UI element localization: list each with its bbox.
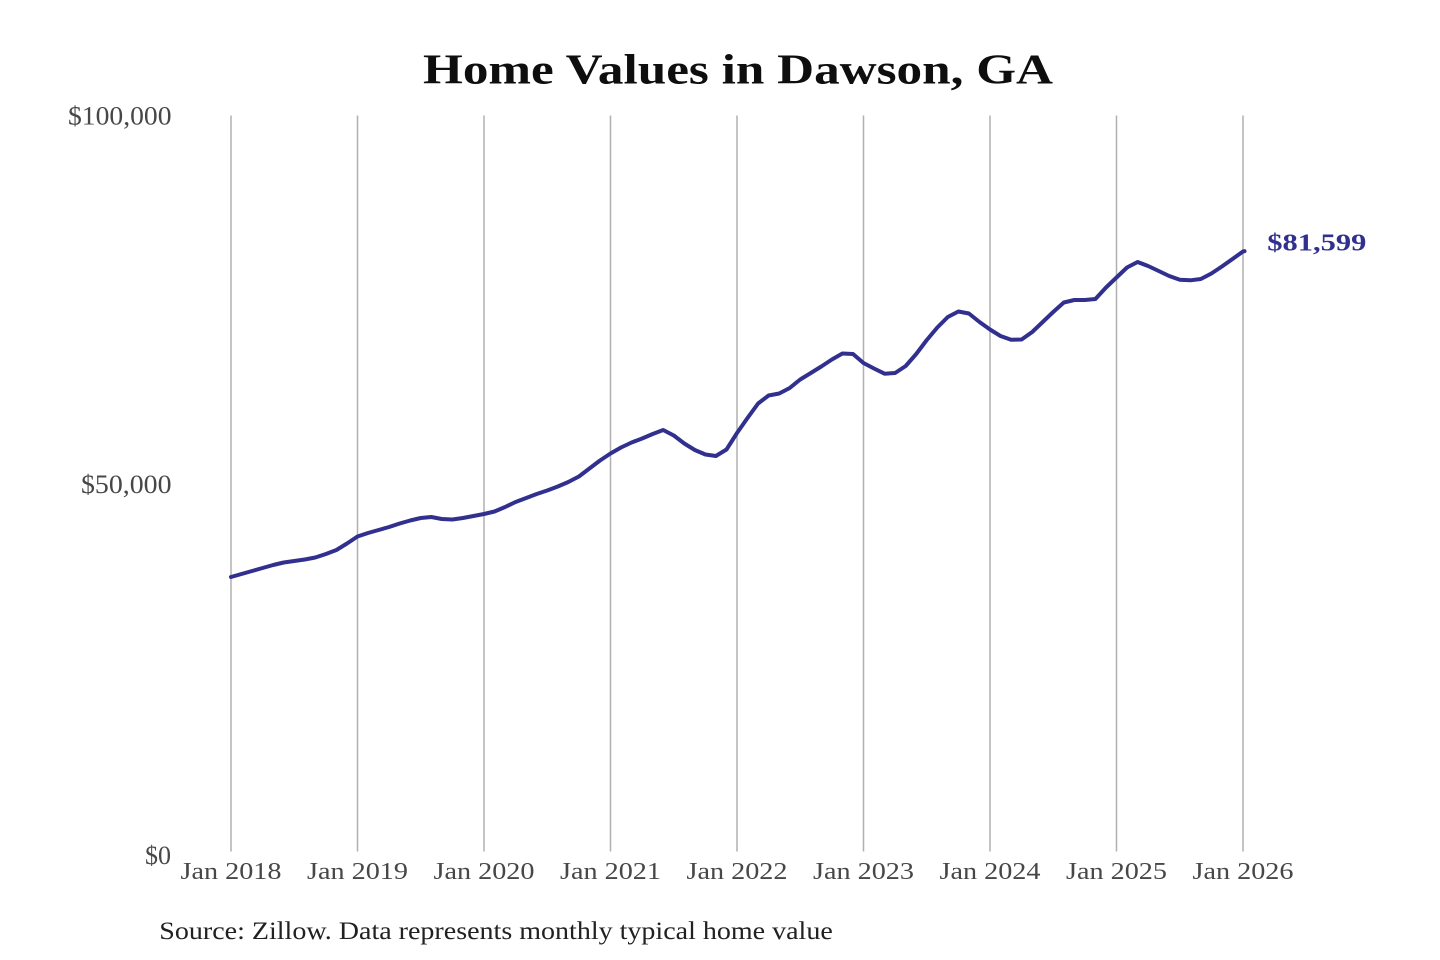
svg-text:Jan 2022: Jan 2022 xyxy=(687,858,788,885)
svg-text:$0: $0 xyxy=(145,841,171,870)
svg-text:Jan 2018: Jan 2018 xyxy=(181,858,282,885)
svg-text:$81,599: $81,599 xyxy=(1267,230,1366,257)
svg-text:$100,000: $100,000 xyxy=(68,102,172,131)
svg-text:Jan 2019: Jan 2019 xyxy=(307,858,408,885)
svg-text:Jan 2024: Jan 2024 xyxy=(940,858,1041,885)
svg-text:Jan 2025: Jan 2025 xyxy=(1066,858,1167,885)
svg-text:Jan 2021: Jan 2021 xyxy=(560,858,661,885)
svg-text:Home Values in Dawson, GA: Home Values in Dawson, GA xyxy=(423,46,1054,93)
svg-text:Source: Zillow. Data represent: Source: Zillow. Data represents monthly … xyxy=(159,916,833,945)
svg-text:Jan 2020: Jan 2020 xyxy=(434,858,535,885)
svg-text:$50,000: $50,000 xyxy=(81,470,172,499)
svg-text:Jan 2026: Jan 2026 xyxy=(1193,858,1294,885)
svg-text:Jan 2023: Jan 2023 xyxy=(813,858,914,885)
